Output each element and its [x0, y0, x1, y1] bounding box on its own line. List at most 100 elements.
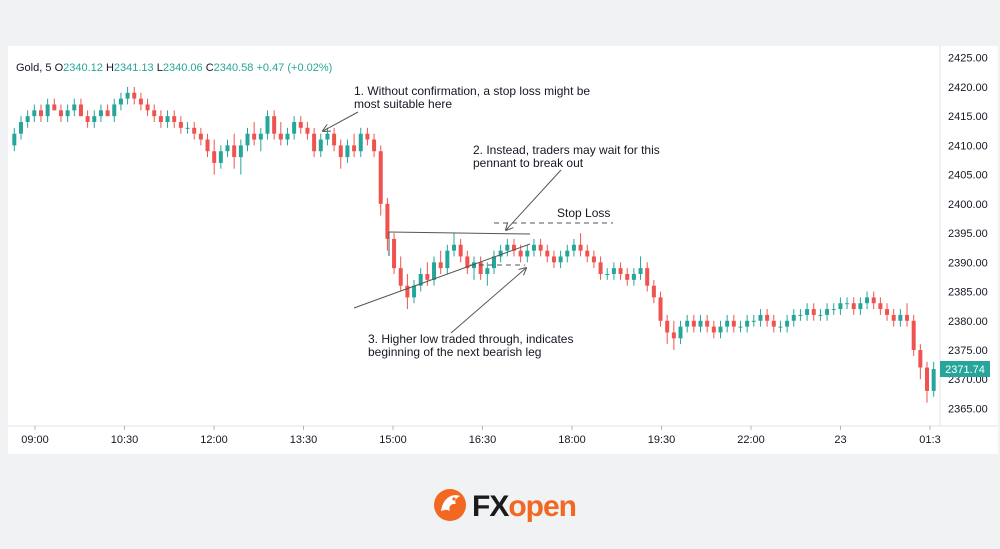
time-tick-label: 23 [834, 434, 846, 446]
candle [198, 127, 203, 146]
candle-body [538, 244, 543, 251]
fxopen-logo: FXopen [432, 484, 577, 528]
candle-body [352, 145, 357, 152]
candle [205, 133, 210, 158]
candle-body [305, 127, 310, 134]
candle-body [705, 320, 710, 327]
candle-body [525, 250, 530, 257]
candle [925, 361, 930, 403]
last-price-tag [940, 361, 990, 377]
candle [398, 256, 403, 292]
candle [685, 314, 690, 333]
candle [525, 244, 530, 263]
footer [0, 454, 1000, 549]
candle-body [265, 116, 270, 134]
candle-body [605, 274, 610, 275]
candle-body [25, 116, 30, 122]
candle-body [212, 151, 217, 163]
candle [25, 110, 30, 128]
candle [178, 116, 183, 134]
fxopen-dragon-icon [434, 489, 466, 521]
candle [898, 309, 903, 327]
candle [551, 250, 556, 269]
candle [851, 297, 856, 315]
candle-body [498, 250, 503, 257]
candle-body [725, 320, 730, 327]
candle-body [85, 116, 90, 122]
candle [218, 145, 223, 169]
candle [192, 122, 197, 140]
annotation-2-line-1: 2. Instead, traders may wait for this [473, 143, 660, 157]
candle-body [551, 256, 556, 263]
candle-body [838, 303, 843, 310]
candle-body [452, 244, 457, 251]
candle [758, 309, 763, 327]
candle [811, 303, 816, 321]
candle [278, 122, 283, 146]
candle-body [825, 309, 830, 315]
candle [558, 250, 563, 269]
candle-body [112, 104, 117, 117]
time-tick-label: 13:30 [290, 434, 318, 446]
candle [478, 256, 483, 280]
candle-body [145, 104, 150, 111]
candle-body [92, 116, 97, 122]
candle [765, 309, 770, 327]
candle-body [691, 320, 696, 327]
candle [118, 92, 123, 111]
candle-body [598, 262, 603, 274]
candle [778, 320, 783, 333]
candle [158, 110, 163, 128]
candle-body [278, 133, 283, 140]
price-tick-label: 2365.00 [948, 403, 988, 415]
candle [132, 86, 137, 105]
candle-body [318, 139, 323, 152]
time-tick-label: 16:30 [469, 434, 497, 446]
candle-body [558, 256, 563, 263]
annotation-2: 2. Instead, traders may wait for this pe… [473, 143, 663, 170]
candle-body [272, 116, 277, 134]
legend-low: 2340.06 [163, 62, 203, 74]
candle [112, 98, 117, 122]
candle-body [138, 98, 143, 105]
candle [831, 303, 836, 315]
candle-body [98, 110, 103, 117]
candle [691, 314, 696, 333]
candle-body [831, 309, 836, 311]
candle [845, 297, 850, 310]
candle-body [565, 250, 570, 257]
candle-body [78, 104, 83, 117]
candle [152, 104, 157, 122]
candle [72, 98, 77, 117]
candle [638, 256, 643, 280]
candle [631, 268, 636, 286]
candle-body [72, 104, 77, 111]
candle-body [591, 256, 596, 263]
candle-body [38, 110, 43, 117]
candle [445, 244, 450, 274]
candle-body [478, 262, 483, 274]
legend-interval: 5 [45, 62, 51, 74]
candle [245, 127, 250, 152]
candle-body [631, 274, 636, 280]
stop-loss-label: Stop Loss [557, 206, 610, 220]
candle [358, 127, 363, 158]
candle [825, 303, 830, 321]
candle-body [545, 250, 550, 257]
candle-body [798, 314, 803, 316]
candle [45, 98, 50, 122]
candle-body [385, 203, 390, 239]
candle-body [771, 320, 776, 327]
candle [818, 309, 823, 321]
candle-body [432, 262, 437, 280]
candle-body [518, 250, 523, 257]
candle-body [738, 326, 743, 328]
candle [865, 291, 870, 310]
brand-name-part-1: FX [472, 490, 509, 523]
candle [578, 233, 583, 257]
candle-body [858, 303, 863, 310]
candle-body [132, 92, 137, 99]
legend-open-label: O [55, 62, 64, 74]
candle-body [458, 244, 463, 257]
candle [125, 86, 130, 105]
